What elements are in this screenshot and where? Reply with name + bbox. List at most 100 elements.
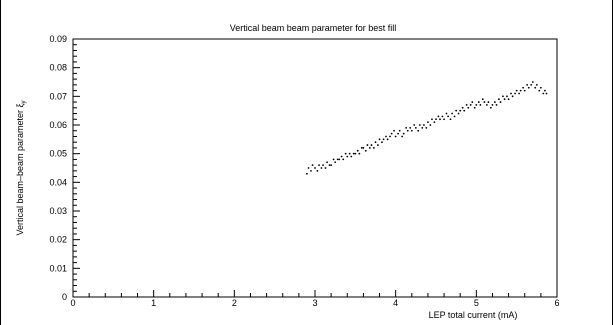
x-tick-label: 4 bbox=[393, 298, 398, 308]
data-point bbox=[382, 138, 385, 141]
data-point bbox=[381, 141, 383, 144]
data-point bbox=[402, 132, 405, 135]
data-point bbox=[409, 126, 412, 129]
data-point bbox=[320, 167, 323, 169]
data-point bbox=[502, 95, 504, 98]
data-point bbox=[455, 109, 458, 112]
data-point bbox=[377, 144, 379, 146]
data-point bbox=[467, 106, 470, 109]
data-point bbox=[498, 98, 500, 101]
data-point bbox=[394, 135, 397, 138]
data-point bbox=[372, 147, 375, 149]
data-point bbox=[338, 158, 341, 161]
y-axis-label: Vertical beam–beam parameter ξy bbox=[15, 100, 27, 235]
y-tick-label: 0.05 bbox=[49, 149, 67, 159]
data-point bbox=[465, 104, 468, 106]
data-point bbox=[354, 152, 357, 155]
data-point bbox=[356, 149, 359, 152]
data-point bbox=[344, 152, 347, 155]
data-point bbox=[306, 172, 308, 175]
data-point bbox=[491, 104, 494, 106]
data-point bbox=[332, 158, 335, 161]
data-point bbox=[453, 115, 456, 118]
y-axis-label-subscript: y bbox=[21, 100, 27, 103]
x-tick-label: 2 bbox=[232, 298, 237, 308]
y-axis-label-group: Vertical beam–beam parameter ξy bbox=[15, 100, 27, 235]
data-point bbox=[506, 95, 508, 98]
data-point bbox=[431, 118, 433, 121]
data-point bbox=[545, 92, 548, 95]
data-point bbox=[330, 164, 333, 167]
data-point bbox=[511, 95, 514, 98]
x-tick-label: 5 bbox=[474, 298, 479, 308]
data-point bbox=[406, 129, 409, 132]
data-point bbox=[435, 118, 437, 121]
data-point bbox=[481, 98, 484, 101]
data-point bbox=[370, 144, 373, 146]
data-point bbox=[374, 141, 377, 144]
data-point bbox=[326, 161, 328, 164]
data-point bbox=[499, 101, 502, 103]
data-point bbox=[423, 124, 425, 126]
data-point bbox=[322, 164, 324, 167]
data-point bbox=[441, 115, 444, 118]
y-tick-label: 0.01 bbox=[49, 263, 67, 273]
data-point bbox=[483, 101, 486, 103]
data-point bbox=[507, 98, 510, 101]
data-point bbox=[539, 86, 542, 89]
data-point bbox=[530, 83, 533, 86]
data-point bbox=[527, 86, 530, 89]
axes-group: 0 1 2 3 4 5 6 0 0.01 0.02 0.03 0.04 0.05 0.06 0.07 0.08… bbox=[49, 34, 559, 308]
scatter-points bbox=[306, 81, 548, 175]
data-point bbox=[447, 115, 449, 118]
data-point bbox=[487, 101, 490, 103]
data-point bbox=[314, 167, 316, 169]
data-point bbox=[515, 89, 518, 92]
y-tick-label: 0.07 bbox=[49, 91, 67, 101]
data-point bbox=[485, 104, 488, 106]
data-point bbox=[437, 115, 440, 118]
data-point bbox=[389, 135, 391, 138]
data-point bbox=[535, 83, 538, 86]
data-point bbox=[493, 101, 496, 103]
data-point bbox=[519, 89, 522, 92]
data-point bbox=[469, 104, 472, 106]
data-point bbox=[433, 121, 436, 124]
data-point bbox=[479, 104, 482, 106]
data-point bbox=[523, 89, 526, 92]
data-point bbox=[471, 101, 474, 103]
y-tick-label: 0.09 bbox=[49, 34, 67, 44]
data-point bbox=[328, 164, 331, 167]
data-point bbox=[475, 104, 478, 106]
data-point bbox=[385, 135, 387, 138]
data-point bbox=[544, 89, 546, 92]
y-tick-label: 0.08 bbox=[49, 63, 67, 73]
data-point bbox=[358, 152, 361, 155]
data-point bbox=[542, 92, 545, 95]
y-tick-label: 0.06 bbox=[49, 120, 67, 130]
data-point bbox=[503, 98, 506, 101]
data-point bbox=[534, 86, 537, 89]
data-point bbox=[459, 109, 462, 112]
data-point bbox=[364, 149, 367, 152]
data-point bbox=[310, 169, 312, 172]
data-point bbox=[311, 164, 314, 167]
y-axis-label-main: Vertical beam–beam parameter ξ bbox=[15, 103, 25, 235]
data-point bbox=[439, 118, 441, 121]
data-point bbox=[514, 92, 516, 95]
data-point bbox=[457, 112, 460, 115]
data-point bbox=[463, 109, 466, 112]
data-point bbox=[401, 135, 404, 138]
y-tick-label: 0.02 bbox=[49, 235, 67, 245]
y-tick-label: 0.03 bbox=[49, 206, 67, 216]
data-point bbox=[405, 126, 408, 129]
data-point bbox=[386, 138, 389, 141]
data-point bbox=[417, 129, 420, 132]
data-point bbox=[413, 124, 416, 126]
data-point bbox=[449, 118, 452, 121]
data-point bbox=[495, 104, 498, 106]
data-point bbox=[425, 126, 428, 129]
data-point bbox=[489, 106, 492, 109]
x-tick-label: 6 bbox=[554, 298, 559, 308]
